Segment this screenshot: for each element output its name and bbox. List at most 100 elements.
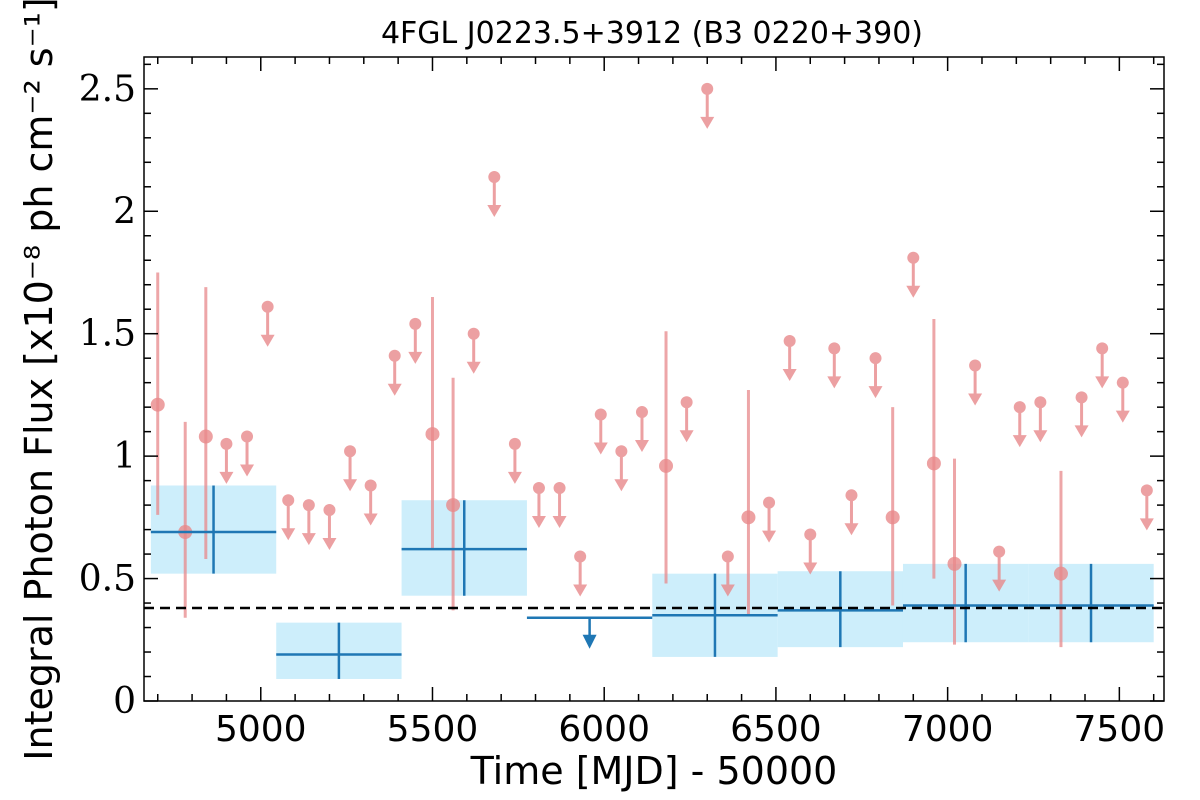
monthly-upper-limit xyxy=(762,496,777,543)
monthly-data-point xyxy=(150,397,165,412)
monthly-data-point xyxy=(741,510,756,525)
monthly-detection xyxy=(1053,470,1068,648)
upper-limit-arrowhead xyxy=(219,471,234,484)
monthly-detection xyxy=(150,272,165,515)
yearly-detection xyxy=(652,573,778,657)
yearly-upper-limit-arrowhead xyxy=(582,634,597,649)
x-tick-label: 6500 xyxy=(730,709,822,750)
upper-limit-arrowhead xyxy=(782,369,797,382)
monthly-upper-limit xyxy=(363,479,378,526)
upper-limit-arrowhead xyxy=(552,515,567,528)
monthly-upper-limit xyxy=(868,352,883,399)
y-tick-label: 2 xyxy=(113,191,136,232)
monthly-upper-limit xyxy=(968,359,983,406)
yearly-detection xyxy=(902,563,1029,643)
y-tick-label: 0 xyxy=(113,681,136,722)
monthly-upper-limit xyxy=(992,545,1007,592)
monthly-upper-limit xyxy=(322,504,337,551)
upper-limit-arrowhead xyxy=(1012,435,1027,448)
monthly-upper-limit xyxy=(679,396,694,443)
monthly-detection xyxy=(885,407,900,606)
upper-limit-arrowhead xyxy=(343,479,358,492)
upper-limit-arrowhead xyxy=(363,513,378,526)
upper-limit-marker xyxy=(323,504,336,517)
monthly-data-point xyxy=(947,556,962,571)
upper-limit-arrowhead xyxy=(260,334,275,347)
upper-limit-arrowhead xyxy=(281,528,296,541)
monthly-upper-limit xyxy=(260,300,275,347)
monthly-data-point xyxy=(446,498,461,513)
upper-limit-arrowhead xyxy=(531,515,546,528)
x-tick-label: 5000 xyxy=(215,709,307,750)
monthly-upper-limit xyxy=(1074,391,1089,438)
monthly-upper-limit xyxy=(906,251,921,298)
monthly-detection xyxy=(947,458,962,645)
monthly-upper-limit xyxy=(803,528,818,575)
monthly-detection xyxy=(926,319,941,579)
monthly-upper-limit xyxy=(700,82,715,129)
x-tick-label: 7500 xyxy=(1074,709,1166,750)
monthly-upper-limit xyxy=(219,437,234,484)
monthly-upper-limit xyxy=(573,550,588,597)
x-tick-label: 5500 xyxy=(387,709,479,750)
monthly-upper-limit xyxy=(487,170,502,217)
upper-limit-arrowhead xyxy=(906,285,921,298)
plot-frame xyxy=(143,56,1165,702)
yearly-detection xyxy=(1028,563,1154,643)
yearly-detection xyxy=(150,485,277,574)
monthly-upper-limit xyxy=(1033,396,1048,443)
axis-ticks: 5000 5500 6000 6500 7000 7500 0 0.5 1 1.5 2 2.5 xyxy=(79,57,1165,750)
y-tick-label: 1.5 xyxy=(79,314,136,355)
upper-limit-arrowhead xyxy=(1033,430,1048,443)
monthly-upper-limit xyxy=(552,481,567,528)
upper-limit-arrowhead xyxy=(1074,425,1089,438)
monthly-upper-limit xyxy=(466,327,481,374)
monthly-upper-limit xyxy=(301,499,316,546)
monthly-detection xyxy=(659,331,674,584)
y-axis-label: Integral Photon Flux [x10⁻⁸ ph cm⁻² s⁻¹] xyxy=(17,0,61,761)
upper-limit-arrowhead xyxy=(700,116,715,129)
upper-limit-arrowhead xyxy=(387,383,402,396)
upper-limit-arrowhead xyxy=(1095,376,1110,389)
upper-limit-arrowhead xyxy=(968,393,983,406)
upper-limit-arrowhead xyxy=(593,442,608,455)
upper-limit-arrowhead xyxy=(1139,518,1154,531)
monthly-detection xyxy=(741,390,756,616)
monthly-upper-limit xyxy=(720,550,735,597)
upper-limit-arrowhead xyxy=(507,471,522,484)
x-axis-label: Time [MJD] - 50000 xyxy=(470,749,838,793)
monthly-data-point xyxy=(926,456,941,471)
monthly-upper-limit xyxy=(531,481,546,528)
upper-limit-arrowhead xyxy=(240,464,255,477)
monthly-upper-limit xyxy=(240,430,255,477)
monthly-upper-limit xyxy=(1115,376,1130,423)
monthly-upper-limit xyxy=(408,317,423,364)
upper-limit-arrowhead xyxy=(634,440,649,453)
monthly-detection xyxy=(446,377,461,611)
yearly-detection xyxy=(276,622,402,679)
monthly-upper-limit xyxy=(1012,401,1027,448)
monthly-data-point xyxy=(885,510,900,525)
upper-limit-arrowhead xyxy=(868,386,883,399)
upper-limit-arrowhead xyxy=(679,430,694,443)
monthly-upper-limit xyxy=(844,489,859,536)
y-tick-label: 2.5 xyxy=(79,69,136,110)
upper-limit-arrowhead xyxy=(614,479,629,492)
monthly-upper-limit xyxy=(281,494,296,541)
upper-limit-arrowhead xyxy=(1115,410,1130,423)
upper-limit-arrowhead xyxy=(720,584,735,597)
monthly-data-point xyxy=(198,429,213,444)
upper-limit-arrowhead xyxy=(803,562,818,575)
upper-limit-arrowhead xyxy=(844,523,859,536)
upper-limit-arrowhead xyxy=(408,351,423,364)
y-tick-label: 1 xyxy=(113,436,136,477)
chart-title: 4FGL J0223.5+3912 (B3 0220+390) xyxy=(381,16,923,51)
monthly-upper-limit xyxy=(614,445,629,492)
monthly-upper-limit xyxy=(343,445,358,492)
x-tick-label: 6000 xyxy=(558,709,650,750)
upper-limit-arrowhead xyxy=(573,584,588,597)
upper-limit-arrowhead xyxy=(301,533,316,546)
monthly-data-point xyxy=(1053,566,1068,581)
monthly-detection xyxy=(425,296,440,550)
upper-limit-arrowhead xyxy=(762,530,777,543)
